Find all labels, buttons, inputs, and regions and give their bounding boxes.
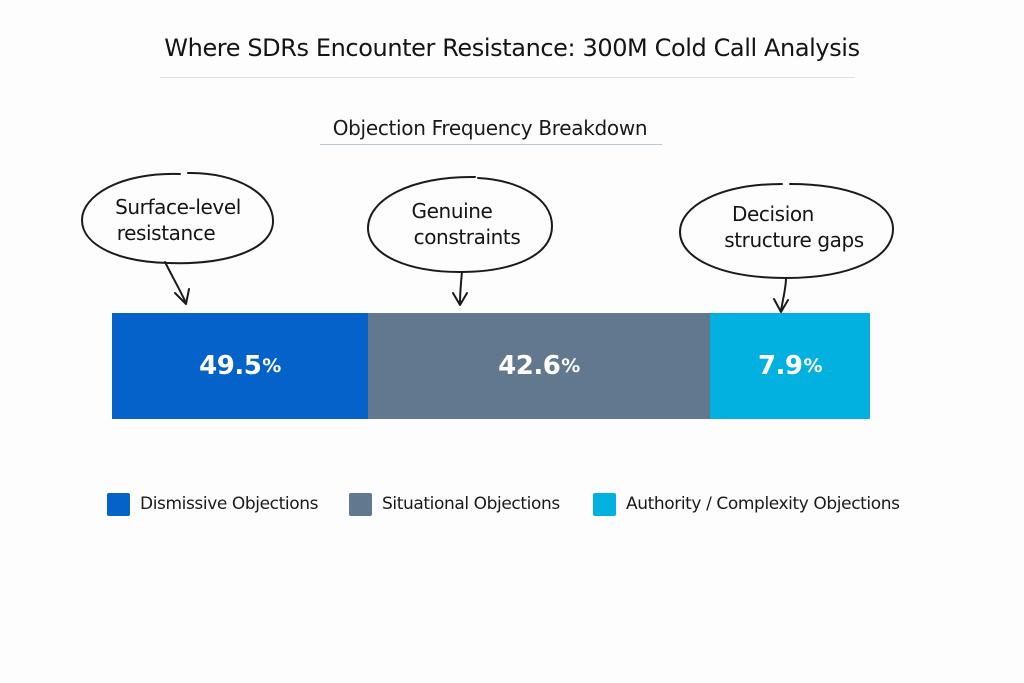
segment-value: 42.6 [498, 351, 561, 381]
legend-item-situational[interactable]: Situational Objections [349, 491, 560, 517]
stacked-bar: 49.5% 42.6% 7.9% [112, 313, 870, 419]
bar-segment-authority[interactable]: 7.9% [710, 313, 870, 419]
callout-label: Surface-level resistance [92, 194, 264, 246]
chart-legend: Dismissive Objections Situational Object… [0, 491, 1024, 517]
callout-line: constraints [413, 225, 521, 249]
callout-label: Genuine constraints [374, 198, 550, 250]
legend-swatch-icon [107, 492, 130, 516]
callout-label: Decision structure gaps [690, 201, 886, 253]
bar-segment-situational[interactable]: 42.6% [368, 313, 710, 419]
callout-line: Decision [732, 202, 814, 226]
percent-sign: % [803, 355, 823, 377]
legend-swatch-icon [593, 492, 616, 516]
legend-label: Situational Objections [382, 494, 560, 514]
callout-line: Genuine [411, 199, 493, 223]
legend-label: Authority / Complexity Objections [626, 494, 900, 514]
percent-sign: % [262, 355, 281, 377]
callout-line: structure gaps [724, 228, 864, 252]
legend-item-authority[interactable]: Authority / Complexity Objections [593, 491, 900, 517]
legend-item-dismissive[interactable]: Dismissive Objections [107, 491, 318, 517]
callout-line: resistance [116, 221, 216, 245]
callout-line: Surface-level [115, 195, 241, 219]
chart-subtitle: Objection Frequency Breakdown [332, 116, 648, 140]
subtitle-underline [320, 144, 662, 145]
legend-swatch-icon [349, 492, 372, 516]
chart-title: Where SDRs Encounter Resistance: 300M Co… [164, 34, 860, 62]
segment-value: 49.5 [199, 351, 262, 381]
title-divider [160, 77, 855, 78]
segment-value: 7.9 [757, 351, 803, 381]
bar-segment-dismissive[interactable]: 49.5% [112, 313, 368, 419]
percent-sign: % [561, 355, 580, 377]
legend-label: Dismissive Objections [140, 494, 319, 514]
